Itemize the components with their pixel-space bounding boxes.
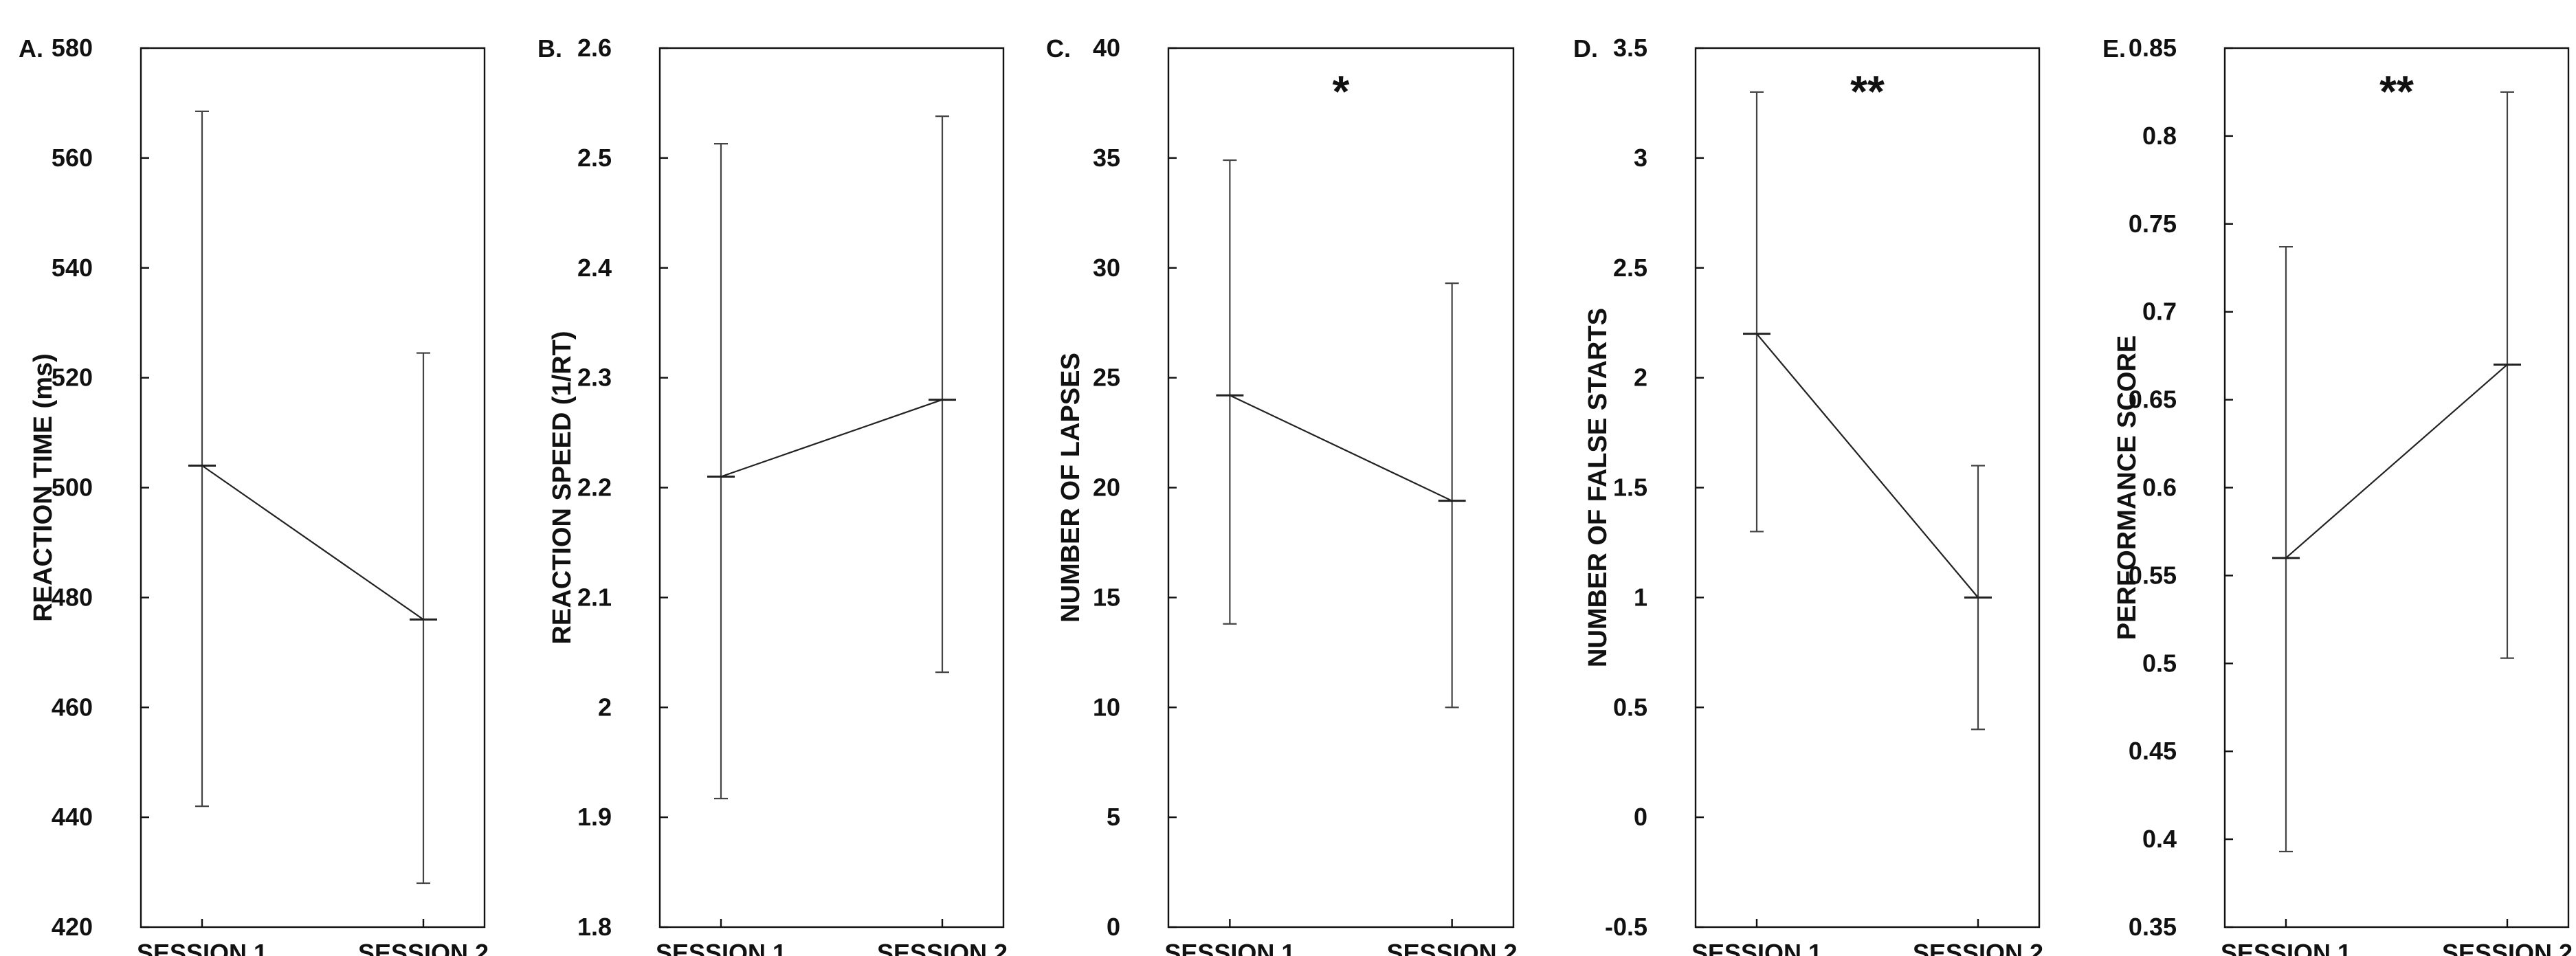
panel-d-ytick-label: 1.5 bbox=[1613, 474, 1647, 502]
panel-e-significance: ** bbox=[2379, 67, 2414, 116]
panel-d: D. NUMBER OF FALSE STARTS ** -0.5 0 0.5 1 1.… bbox=[1573, 34, 2043, 956]
panel-b-ytick-label: 2 bbox=[598, 693, 612, 721]
panel-e-ytick-label: 0.75 bbox=[2129, 210, 2177, 238]
panel-b-mean-line bbox=[720, 399, 943, 478]
panel-c-frame bbox=[1167, 47, 1515, 929]
panel-e-ytick-label: 0.35 bbox=[2129, 913, 2177, 941]
panel-e-frame bbox=[2223, 47, 2570, 929]
panel-a-ytick-label: 500 bbox=[52, 474, 93, 502]
panel-a-frame bbox=[140, 47, 486, 929]
panel-a-ytick-label: 420 bbox=[52, 913, 93, 941]
panel-c-ytick-label: 20 bbox=[1093, 474, 1120, 502]
panel-c-ytick-label: 0 bbox=[1107, 913, 1120, 941]
panel-c-ytick-label: 25 bbox=[1093, 364, 1120, 392]
panel-a-ylabel: REACTION TIME (ms) bbox=[29, 353, 58, 622]
panel-e-ytick-label: 0.45 bbox=[2129, 737, 2177, 765]
panel-d-ytick-label: 2 bbox=[1634, 364, 1647, 392]
panel-d-ytick-label: -0.5 bbox=[1605, 913, 1647, 941]
panel-e-ytick-label: 0.4 bbox=[2142, 825, 2177, 853]
panel-b-frame bbox=[658, 47, 1005, 929]
panel-c-ytick-label: 35 bbox=[1093, 144, 1120, 172]
panel-d-frame bbox=[1694, 47, 2041, 929]
panel-a-xtick-label: SESSION 2 bbox=[358, 939, 489, 956]
panel-e-mean-line bbox=[2285, 364, 2508, 559]
panel-a: A. REACTION TIME (ms) 420 440 460 480 500 520… bbox=[19, 34, 489, 956]
panel-d-label: D. bbox=[1573, 34, 1598, 63]
panel-a-ytick-label: 540 bbox=[52, 254, 93, 282]
panel-a-ytick-label: 580 bbox=[52, 34, 93, 62]
panel-e-xtick-label: SESSION 2 bbox=[2442, 939, 2573, 956]
panel-c-mean-line bbox=[1229, 394, 1453, 502]
panel-c-label: C. bbox=[1046, 34, 1071, 63]
panel-a-ytick-label: 480 bbox=[52, 583, 93, 611]
panel-b-xtick-label: SESSION 1 bbox=[656, 939, 786, 956]
panel-c-ytick-label: 10 bbox=[1093, 693, 1120, 721]
panel-b-ytick-label: 2.4 bbox=[577, 254, 612, 282]
panel-a-ytick-label: 560 bbox=[52, 144, 93, 172]
panel-d-ytick-label: 3 bbox=[1634, 144, 1647, 172]
panel-e-ytick-label: 0.55 bbox=[2129, 561, 2177, 589]
panel-b-xtick-label: SESSION 2 bbox=[877, 939, 1008, 956]
panel-e-ytick-label: 0.65 bbox=[2129, 386, 2177, 414]
panel-c-significance: * bbox=[1333, 67, 1350, 116]
panel-c-ytick-label: 5 bbox=[1107, 803, 1120, 831]
panel-d-ylabel: NUMBER OF FALSE STARTS bbox=[1584, 308, 1612, 667]
panel-a-label: A. bbox=[19, 34, 43, 63]
panel-e-ytick-label: 0.7 bbox=[2142, 298, 2177, 326]
panel-b-ytick-label: 1.9 bbox=[577, 803, 612, 831]
panel-d-significance: ** bbox=[1850, 67, 1885, 116]
panel-a-ytick-label: 520 bbox=[52, 364, 93, 392]
panel-d-ytick-label: 3.5 bbox=[1613, 34, 1647, 62]
panel-e: E. PERFORMANCE SCORE ** 0.35 0.4 0.45 0.5 0.… bbox=[2102, 34, 2573, 956]
panel-b: B. REACTION SPEED (1/RT) 1.8 1.9 2 2.1 2.2 2.… bbox=[537, 34, 1008, 956]
panel-d-xtick-label: SESSION 1 bbox=[1691, 939, 1822, 956]
panel-a-mean-line bbox=[201, 465, 424, 621]
panel-e-ytick-label: 0.5 bbox=[2142, 649, 2177, 677]
panel-e-ylabel: PERFORMANCE SCORE bbox=[2113, 335, 2142, 640]
panel-e-ytick-label: 0.6 bbox=[2142, 474, 2177, 502]
panel-b-ytick-label: 2.1 bbox=[577, 583, 612, 611]
panel-d-ytick-label: 1 bbox=[1634, 583, 1647, 611]
panel-c-xtick-label: SESSION 1 bbox=[1164, 939, 1295, 956]
panel-c-ytick-label: 40 bbox=[1093, 34, 1120, 62]
panel-b-ylabel: REACTION SPEED (1/RT) bbox=[548, 331, 577, 644]
panel-b-ytick-label: 1.8 bbox=[577, 913, 612, 941]
panel-d-xtick-label: SESSION 2 bbox=[1913, 939, 2043, 956]
panel-b-ytick-label: 2.2 bbox=[577, 474, 612, 502]
panel-c-ytick-label: 30 bbox=[1093, 254, 1120, 282]
panel-c-xtick-label: SESSION 2 bbox=[1387, 939, 1518, 956]
panel-e-ytick-label: 0.8 bbox=[2142, 122, 2177, 150]
panel-b-label: B. bbox=[537, 34, 562, 63]
panel-b-ytick-label: 2.3 bbox=[577, 364, 612, 392]
panel-d-ytick-label: 2.5 bbox=[1613, 254, 1647, 282]
panel-d-ytick-label: 0.5 bbox=[1613, 693, 1647, 721]
panel-d-ytick-label: 0 bbox=[1634, 803, 1647, 831]
panel-d-mean-line bbox=[1756, 333, 1979, 599]
panel-a-ytick-label: 440 bbox=[52, 803, 93, 831]
panel-e-ytick-label: 0.85 bbox=[2129, 34, 2177, 62]
panel-c-ylabel: NUMBER OF LAPSES bbox=[1056, 353, 1085, 623]
panel-b-ytick-label: 2.5 bbox=[577, 144, 612, 172]
panel-a-ytick-label: 460 bbox=[52, 693, 93, 721]
panel-e-label: E. bbox=[2102, 34, 2126, 63]
panel-c-ytick-label: 15 bbox=[1093, 583, 1120, 611]
panel-e-xtick-label: SESSION 1 bbox=[2221, 939, 2351, 956]
panel-b-ytick-label: 2.6 bbox=[577, 34, 612, 62]
panel-c: C. NUMBER OF LAPSES * 0 5 10 15 20 25 30 35 40 SE… bbox=[1046, 34, 1518, 956]
panel-a-xtick-label: SESSION 1 bbox=[137, 939, 267, 956]
